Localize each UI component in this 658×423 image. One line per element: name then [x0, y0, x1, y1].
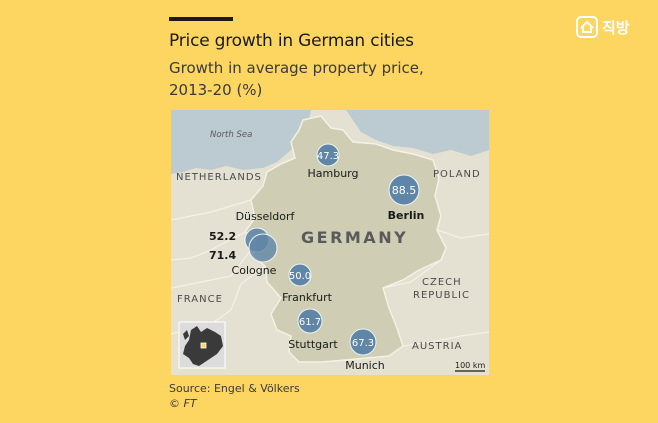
north-sea	[171, 110, 311, 174]
subtitle-line-1: Growth in average property price,	[169, 59, 424, 77]
label-czech-line1: CZECH	[422, 277, 462, 288]
chart-subtitle: Growth in average property price, 2013-2…	[169, 57, 424, 101]
brand-logo-text: 직방	[602, 18, 630, 37]
label-netherlands: NETHERLANDS	[176, 172, 262, 183]
city-munich: 67.3 Munich	[345, 328, 385, 372]
bubble-cologne	[248, 233, 278, 263]
city-stuttgart: 61.7 Stuttgart	[288, 308, 338, 351]
baltic-sea	[346, 110, 489, 156]
bubble-stuttgart	[297, 308, 323, 334]
brand-logo: 직방	[576, 16, 630, 38]
country-borders	[171, 199, 489, 347]
value-stuttgart: 61.7	[299, 317, 321, 328]
chart-title: Price growth in German cities	[169, 31, 414, 51]
source-note: Source: Engel & Völkers © FT	[169, 381, 300, 411]
name-stuttgart: Stuttgart	[288, 338, 338, 351]
city-frankfurt: 50.0 Frankfurt	[282, 263, 333, 304]
house-icon	[576, 16, 598, 38]
value-cologne: 71.4	[209, 249, 236, 262]
label-poland: POLAND	[433, 169, 481, 180]
value-hamburg: 47.3	[317, 151, 339, 162]
scale-label: 100 km	[455, 361, 485, 370]
city-hamburg: 47.3 Hamburg	[308, 143, 359, 180]
value-frankfurt: 50.0	[289, 271, 311, 282]
name-dusseldorf: Düsseldorf	[236, 210, 296, 223]
bubble-munich	[349, 328, 377, 356]
value-berlin: 88.5	[392, 184, 417, 197]
name-hamburg: Hamburg	[308, 167, 359, 180]
name-munich: Munich	[345, 359, 385, 372]
label-czech-line2: REPUBLIC	[413, 290, 470, 301]
name-berlin: Berlin	[388, 209, 425, 222]
bubble-berlin	[388, 174, 420, 206]
value-munich: 67.3	[352, 338, 374, 349]
city-berlin: 88.5 Berlin	[388, 174, 425, 222]
value-dusseldorf: 52.2	[209, 230, 236, 243]
title-rule	[169, 17, 233, 21]
germany-map: North Sea NETHERLANDS FRANCE GERMANY POL…	[171, 110, 489, 375]
name-cologne: Cologne	[232, 264, 277, 277]
city-cologne: 71.4 Cologne	[209, 233, 278, 277]
label-germany: GERMANY	[301, 228, 408, 247]
name-frankfurt: Frankfurt	[282, 291, 332, 304]
source-text: Source: Engel & Völkers	[169, 382, 300, 395]
bubble-hamburg	[316, 143, 340, 167]
label-france: FRANCE	[177, 294, 223, 305]
subtitle-line-2: 2013-20 (%)	[169, 81, 263, 99]
credit-text: © FT	[169, 397, 197, 410]
scale-bar: 100 km	[455, 361, 485, 372]
europe-locator-inset	[178, 321, 226, 369]
label-austria: AUSTRIA	[412, 341, 462, 352]
label-north-sea: North Sea	[210, 130, 252, 140]
bubble-frankfurt	[288, 263, 312, 287]
